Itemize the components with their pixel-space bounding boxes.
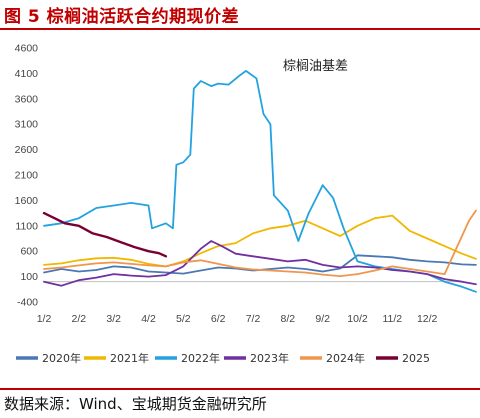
x-tick-label: 5/2	[176, 313, 191, 325]
legend-label: 2022年	[181, 351, 220, 365]
source-rule	[0, 388, 480, 390]
x-tick-label: 1/2	[37, 313, 52, 325]
y-tick-label: 4100	[15, 68, 39, 80]
y-tick-label: 4600	[15, 43, 39, 55]
legend-label: 2021年	[110, 351, 149, 365]
legend-label: 2023年	[250, 351, 289, 365]
x-tick-label: 9/2	[315, 313, 330, 325]
basis-line-chart: 4600 4100 3600 3100 2600 2100 1600 1100 600 100 -4…	[15, 43, 477, 365]
source-note: 数据来源：Wind、宝城期货金融研究所	[4, 395, 267, 413]
legend-label: 2020年	[42, 351, 81, 365]
figure-title: 图 5 棕榈油活跃合约期现价差	[4, 7, 240, 27]
chart-annotation: 棕榈油基差	[283, 59, 348, 74]
legend-label: 2024年	[326, 351, 365, 365]
y-tick-label: 2600	[15, 144, 39, 156]
x-tick-label: 2/2	[72, 313, 87, 325]
series-lines	[42, 70, 477, 293]
series-line-2	[43, 214, 477, 268]
y-axis: 4600 4100 3600 3100 2600 2100 1600 1100 600 100 -4…	[15, 43, 39, 309]
y-tick-label: 100	[20, 271, 38, 283]
series-line-5	[43, 209, 477, 277]
x-tick-label: 8/2	[281, 313, 296, 325]
x-tick-label: 4/2	[141, 313, 156, 325]
legend: 2020年 2021年 2022年 2023年 2024年 2025	[16, 351, 430, 365]
series-line-3	[43, 70, 477, 293]
x-tick-label: 7/2	[246, 313, 261, 325]
series-line-4	[43, 240, 477, 287]
x-tick-label: 3/2	[106, 313, 121, 325]
y-tick-label: -400	[17, 297, 38, 309]
y-tick-label: 3100	[15, 119, 39, 131]
series-line-6	[42, 211, 168, 258]
y-tick-label: 600	[20, 246, 38, 258]
x-tick-label: 12/2	[417, 313, 438, 325]
x-tick-label: 10/2	[347, 313, 368, 325]
y-tick-label: 1600	[15, 195, 39, 207]
x-tick-label: 11/2	[382, 313, 402, 325]
legend-label: 2025	[402, 352, 430, 365]
y-tick-label: 2100	[15, 170, 39, 182]
x-axis: 1/2 2/2 3/2 4/2 5/2 6/2 7/2 8/2 9/2 10/2 11/2 12/2	[37, 281, 462, 325]
x-tick-label: 6/2	[211, 313, 226, 325]
y-tick-label: 3600	[15, 93, 39, 105]
y-tick-label: 1100	[15, 220, 38, 232]
title-rule	[0, 28, 480, 30]
